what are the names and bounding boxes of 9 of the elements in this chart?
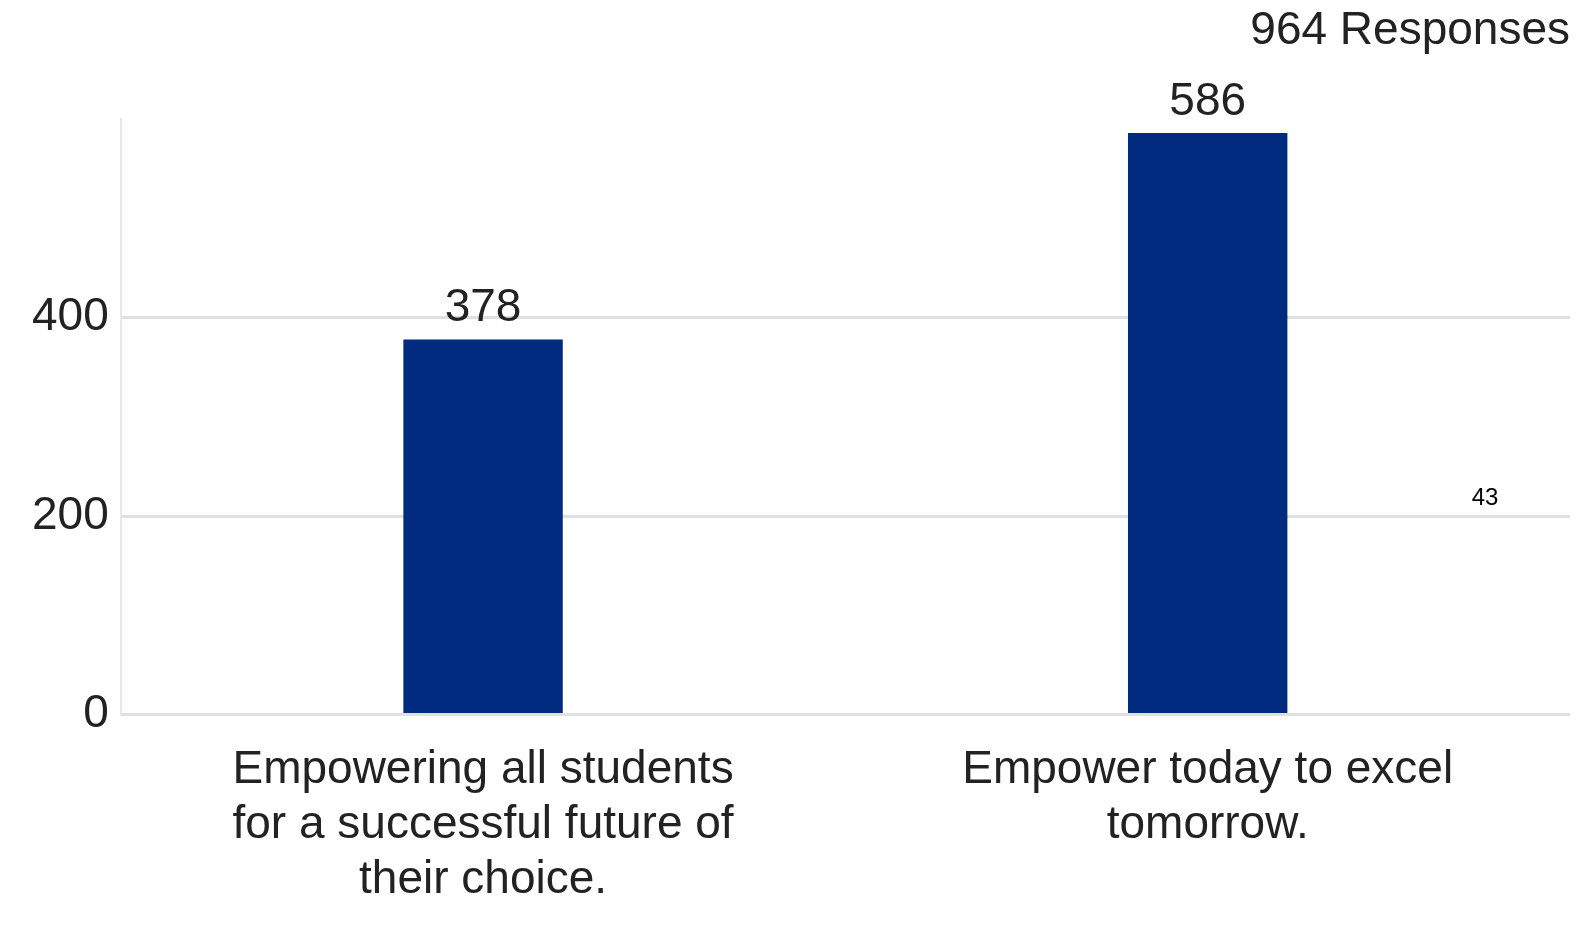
y-tick-label: 400: [32, 288, 109, 341]
data-label: 586: [1169, 72, 1247, 125]
annotation: 43: [1471, 482, 1499, 510]
y-tick-label: 200: [32, 486, 109, 539]
data-label: 378: [444, 279, 522, 332]
y-tick-label: 0: [83, 685, 109, 738]
x-tick-label: Empower today to excel tomorrow.: [962, 740, 1454, 848]
chart-title: 964 Responses: [1250, 2, 1570, 55]
x-tick-label: Empowering all students for a successful future of their choice.: [232, 740, 734, 904]
